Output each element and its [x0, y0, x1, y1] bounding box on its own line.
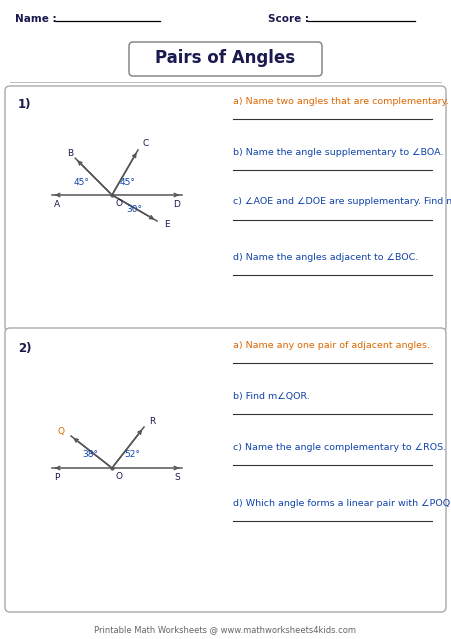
Text: d) Name the angles adjacent to ∠BOC.: d) Name the angles adjacent to ∠BOC. — [233, 253, 418, 262]
Text: c) ∠AOE and ∠DOE are supplementary. Find m∠AOE.: c) ∠AOE and ∠DOE are supplementary. Find… — [233, 197, 451, 206]
Text: a) Name any one pair of adjacent angles.: a) Name any one pair of adjacent angles. — [233, 341, 430, 350]
Text: A: A — [54, 200, 60, 209]
Text: C: C — [143, 139, 149, 148]
Text: 30°: 30° — [126, 205, 142, 214]
Text: d) Which angle forms a linear pair with ∠POQ.: d) Which angle forms a linear pair with … — [233, 499, 451, 508]
Text: 52°: 52° — [124, 450, 140, 459]
FancyBboxPatch shape — [129, 42, 322, 76]
Text: Name :: Name : — [15, 14, 57, 24]
Text: c) Name the angle complementary to ∠ROS.: c) Name the angle complementary to ∠ROS. — [233, 443, 446, 452]
Text: 38°: 38° — [82, 450, 98, 459]
Text: P: P — [54, 473, 60, 482]
Text: b) Name the angle supplementary to ∠BOA.: b) Name the angle supplementary to ∠BOA. — [233, 148, 443, 157]
Text: 1): 1) — [18, 98, 32, 111]
Text: a) Name two angles that are complementary.: a) Name two angles that are complementar… — [233, 97, 449, 106]
FancyBboxPatch shape — [5, 86, 446, 332]
Text: Q: Q — [58, 427, 64, 436]
Text: Score :: Score : — [268, 14, 309, 24]
Text: E: E — [164, 220, 170, 229]
FancyBboxPatch shape — [5, 328, 446, 612]
Text: S: S — [174, 473, 180, 482]
Text: Pairs of Angles: Pairs of Angles — [155, 49, 295, 67]
Text: D: D — [174, 200, 180, 209]
Text: Printable Math Worksheets @ www.mathworksheets4kids.com: Printable Math Worksheets @ www.mathwork… — [94, 625, 356, 634]
Text: 45°: 45° — [74, 178, 90, 187]
Text: b) Find m∠QOR.: b) Find m∠QOR. — [233, 392, 310, 401]
Text: O: O — [116, 199, 123, 208]
Text: 2): 2) — [18, 342, 32, 355]
Text: 45°: 45° — [120, 178, 136, 187]
Text: O: O — [116, 472, 123, 481]
Text: B: B — [67, 149, 74, 158]
Text: R: R — [149, 417, 156, 426]
